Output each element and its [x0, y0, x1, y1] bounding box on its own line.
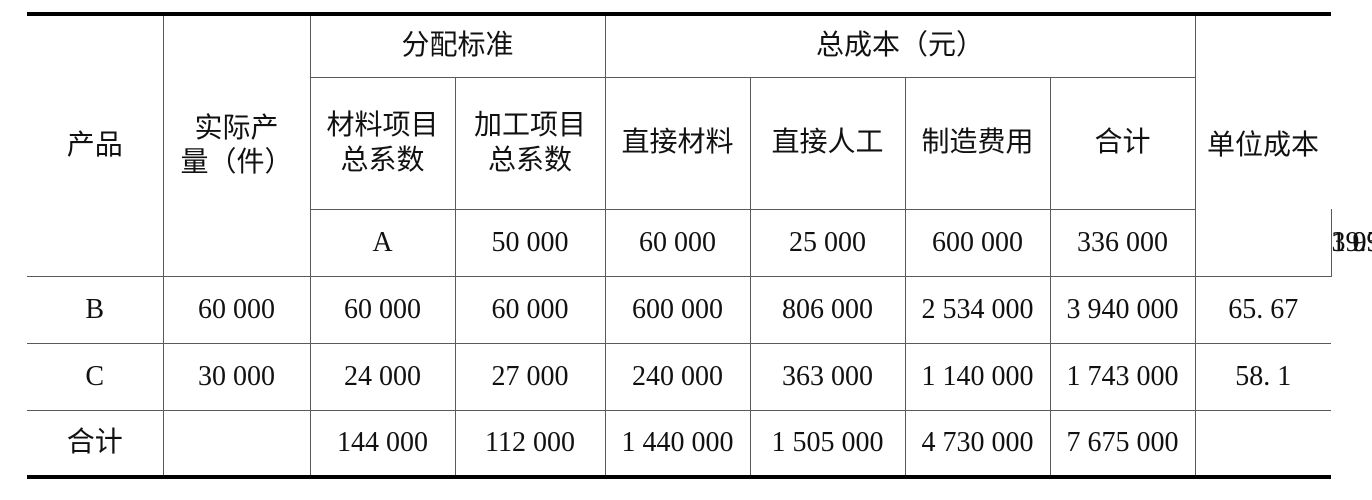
header-actual-output-line2: 量（件） [180, 147, 293, 178]
cell-subtotal-total: 7 675 000 [1049, 410, 1196, 479]
cell-actual-output: 30 000 [162, 343, 311, 411]
cell-manufacturing-overhead-total: 4 730 000 [904, 410, 1051, 479]
header-group-total-cost: 总成本（元） [604, 12, 1196, 78]
header-direct-labor: 直接人工 [749, 77, 906, 210]
header-material-coefficient: 材料项目 总系数 [309, 77, 456, 210]
header-row-groups: 产品 实际产 量（件） 分配标准 总成本（元） 单位成本 [27, 12, 1332, 277]
cell-direct-material-total: 1 440 000 [604, 410, 751, 479]
cell-product: B [27, 276, 164, 344]
cell-processing-coefficient: 25 000 [749, 209, 906, 277]
cell-material-coefficient-total: 144 000 [309, 410, 456, 479]
cell-direct-labor: 336 000 [1049, 209, 1196, 277]
cell-processing-coefficient-total: 112 000 [454, 410, 606, 479]
cell-direct-labor: 806 000 [749, 276, 906, 344]
cell-subtotal: 1 743 000 [1049, 343, 1196, 411]
cell-unit-cost: 58. 1 [1194, 343, 1332, 411]
cell-processing-coefficient: 60 000 [454, 276, 606, 344]
cell-unit-cost: 65. 67 [1194, 276, 1332, 344]
header-product: 产品 [27, 12, 164, 277]
cell-material-coefficient: 60 000 [309, 276, 456, 344]
header-row-subcolumns: 材料项目 总系数 加工项目 总系数 直接材料 直接人工 制造费用 合计 [27, 77, 1331, 210]
header-subtotal: 合计 [1049, 77, 1196, 210]
cell-direct-material: 240 000 [604, 343, 751, 411]
cell-actual-output: 60 000 [162, 276, 311, 344]
table-row: C 30 000 24 000 27 000 240 000 363 000 1… [27, 343, 1332, 411]
cell-product: C [27, 343, 164, 411]
table-row: A 50 000 60 000 25 000 600 000 336 000 1… [27, 209, 1372, 277]
cell-subtotal: 3 940 000 [1049, 276, 1196, 344]
cell-material-coefficient: 60 000 [604, 209, 751, 277]
cell-processing-coefficient: 27 000 [454, 343, 606, 411]
header-direct-material: 直接材料 [604, 77, 751, 210]
header-material-coefficient-line1: 材料项目 [326, 110, 439, 142]
cell-direct-labor-total: 1 505 000 [749, 410, 906, 479]
cell-direct-material: 600 000 [904, 209, 1051, 277]
header-material-coefficient-line2: 总系数 [340, 144, 425, 176]
table-row: B 60 000 60 000 60 000 600 000 806 000 2… [27, 276, 1332, 344]
table-total-row: 合计 144 000 112 000 1 440 000 1 505 000 4… [27, 410, 1332, 479]
cell-direct-labor: 363 000 [749, 343, 906, 411]
header-actual-output: 实际产 量（件） [162, 12, 311, 277]
cell-direct-material: 600 000 [604, 276, 751, 344]
header-processing-coefficient: 加工项目 总系数 [454, 77, 606, 210]
header-group-allocation-standard: 分配标准 [309, 12, 606, 78]
header-manufacturing-overhead: 制造费用 [904, 77, 1051, 210]
cell-actual-output: 50 000 [454, 209, 606, 277]
cell-actual-output-total [162, 410, 311, 479]
cell-product: A [310, 209, 456, 277]
header-processing-coefficient-line2: 总系数 [488, 144, 573, 176]
header-actual-output-line1: 实际产 [194, 112, 279, 144]
cell-product-total-label: 合计 [27, 410, 164, 479]
cell-manufacturing-overhead: 2 534 000 [904, 276, 1051, 344]
cell-manufacturing-overhead: 1 140 000 [904, 343, 1051, 411]
cell-unit-cost-total [1194, 410, 1332, 479]
header-processing-coefficient-line1: 加工项目 [474, 110, 587, 142]
cost-allocation-table: 产品 实际产 量（件） 分配标准 总成本（元） 单位成本 材料项目 总系数 加工… [27, 12, 1372, 479]
header-unit-cost: 单位成本 [1194, 12, 1332, 277]
cell-material-coefficient: 24 000 [309, 343, 456, 411]
